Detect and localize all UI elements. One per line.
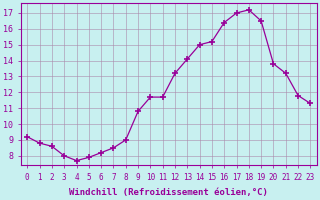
X-axis label: Windchill (Refroidissement éolien,°C): Windchill (Refroidissement éolien,°C)	[69, 188, 268, 197]
